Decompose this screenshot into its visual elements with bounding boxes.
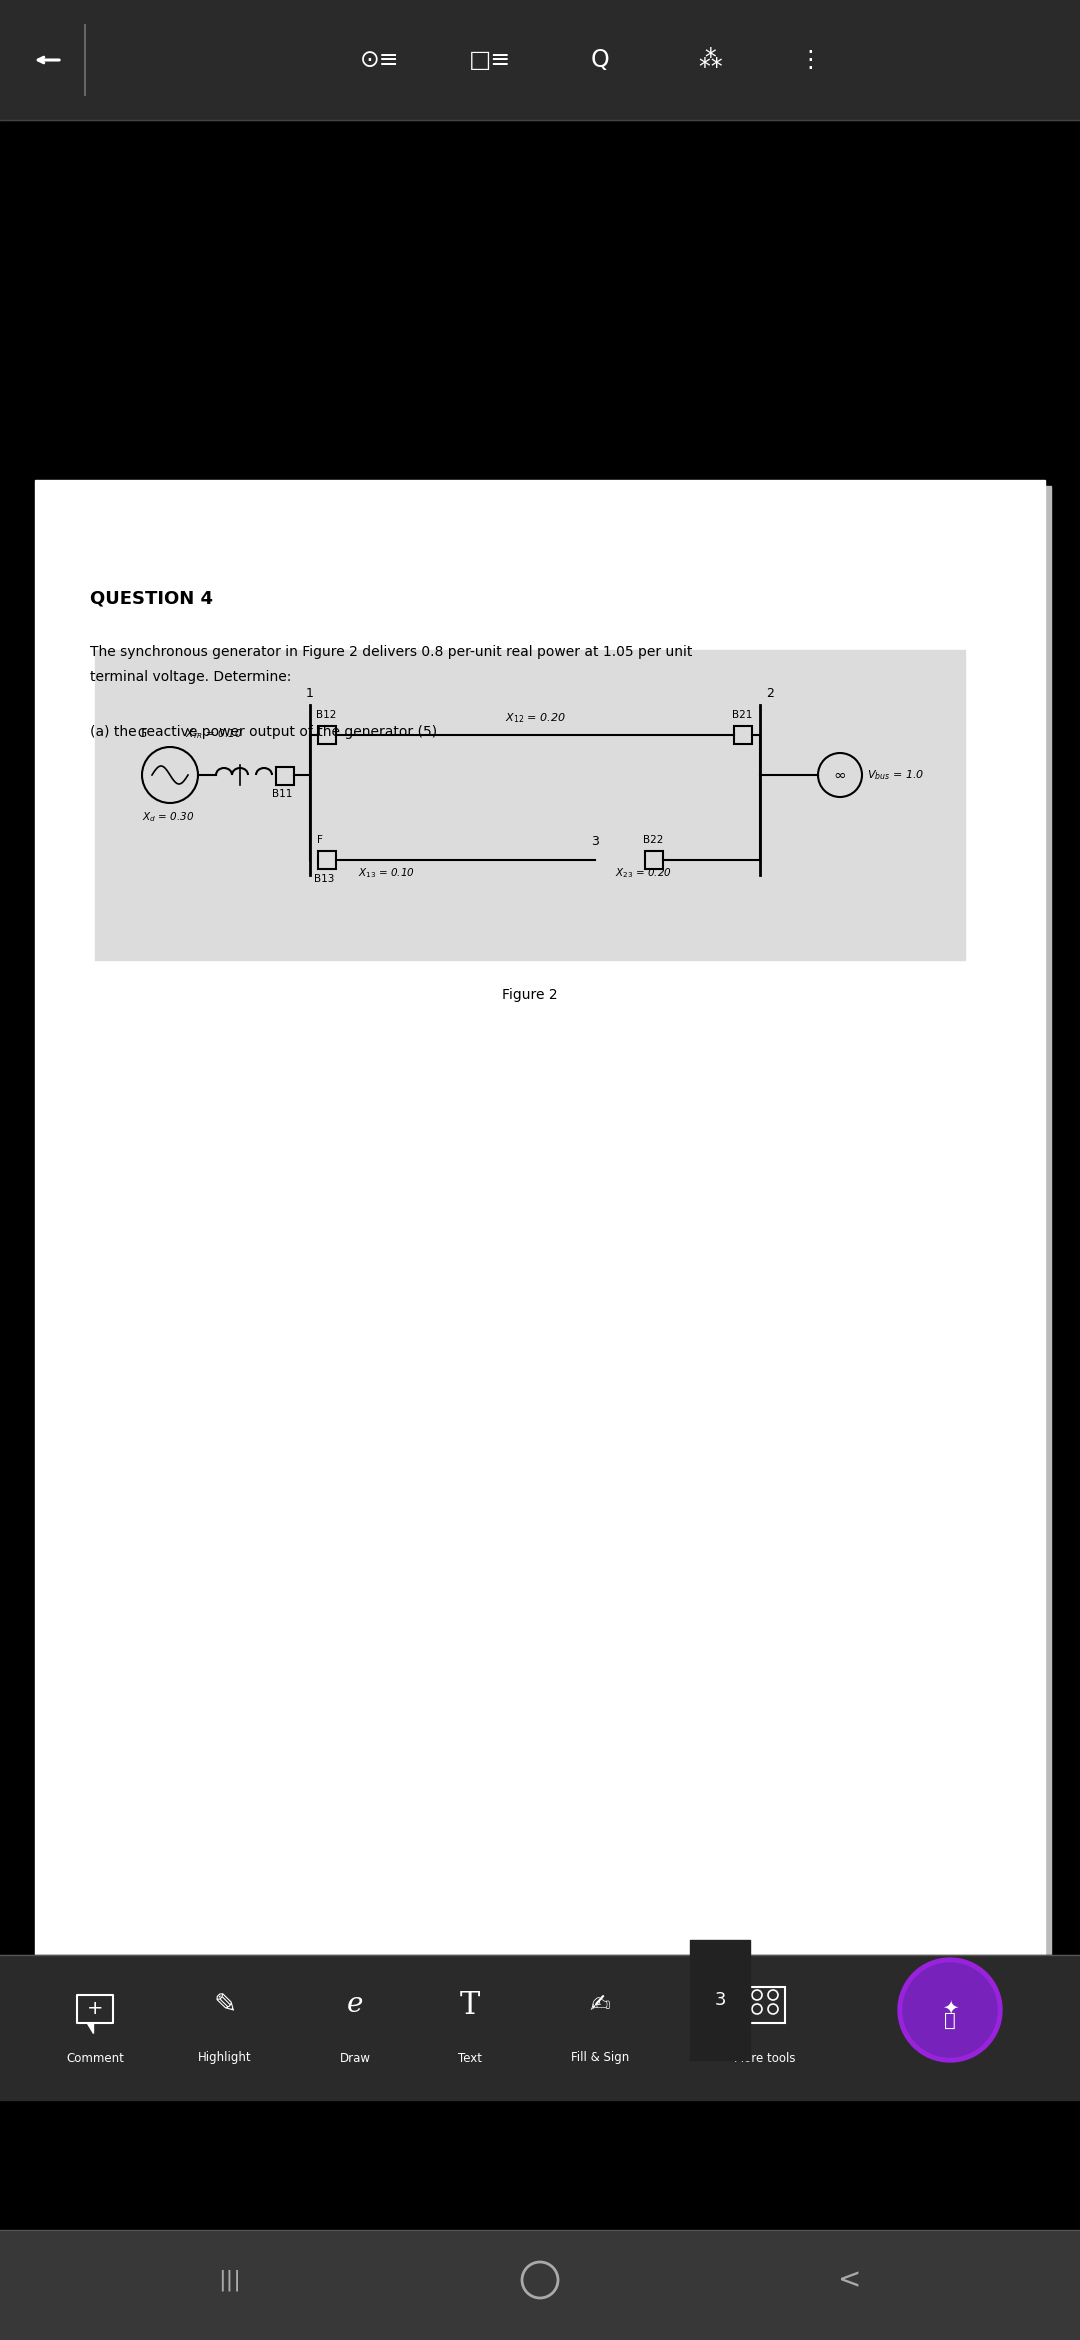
Bar	[734, 725, 752, 744]
Text: 3: 3	[714, 1991, 726, 2010]
Text: More tools: More tools	[734, 2052, 796, 2064]
Text: ⁂: ⁂	[698, 49, 721, 73]
Text: ⋮: ⋮	[798, 49, 822, 73]
Bar	[0, 2230, 1080, 2340]
Bar	[77, 1996, 113, 2024]
Text: G: G	[137, 728, 147, 739]
Bar	[0, 1954, 1080, 2099]
Text: e: e	[347, 1991, 363, 2019]
Bar	[690, 1940, 750, 2059]
Text: T: T	[460, 1989, 481, 2019]
Text: Fill & Sign: Fill & Sign	[571, 2052, 630, 2064]
Text: The synchronous generator in Figure 2 delivers 0.8 per-unit real power at 1.05 p: The synchronous generator in Figure 2 de…	[90, 646, 692, 660]
Text: B12: B12	[316, 709, 336, 721]
Bar	[35, 480, 1045, 1989]
Bar	[0, 0, 1080, 119]
Text: |||: |||	[218, 2270, 242, 2291]
Text: B22: B22	[643, 835, 663, 845]
Text: $V_{bus}$ = 1.0: $V_{bus}$ = 1.0	[867, 768, 924, 782]
Text: QUESTION 4: QUESTION 4	[90, 590, 213, 608]
Text: □≡: □≡	[469, 49, 511, 73]
Polygon shape	[87, 2024, 93, 2033]
Text: $X_{13}$ = 0.10: $X_{13}$ = 0.10	[357, 866, 415, 880]
Text: B21: B21	[732, 709, 753, 721]
Text: ✦: ✦	[942, 1998, 958, 2017]
Text: Text: Text	[458, 2052, 482, 2064]
Text: Draw: Draw	[339, 2052, 370, 2064]
Bar	[276, 768, 294, 784]
Text: F: F	[318, 835, 323, 845]
Text: 2: 2	[766, 688, 774, 700]
Bar	[645, 852, 663, 868]
Text: $X_{23}$ = 0.20: $X_{23}$ = 0.20	[615, 866, 672, 880]
Text: Q: Q	[591, 49, 609, 73]
Text: B11: B11	[272, 789, 293, 798]
Bar	[318, 852, 336, 868]
Bar	[95, 651, 966, 959]
Text: (a) the reactive power output of the generator (5): (a) the reactive power output of the gen…	[90, 725, 437, 739]
Bar	[318, 725, 336, 744]
Text: Comment: Comment	[66, 2052, 124, 2064]
Text: Figure 2: Figure 2	[502, 987, 557, 1002]
Text: +: +	[86, 1998, 104, 2019]
Text: $X_{TR}$ = 0.10: $X_{TR}$ = 0.10	[185, 728, 242, 742]
Text: ✎: ✎	[214, 1991, 237, 2019]
Circle shape	[903, 1963, 997, 2057]
Bar	[745, 1987, 785, 2024]
Text: ∞: ∞	[834, 768, 847, 782]
Circle shape	[897, 1959, 1002, 2062]
Text: <: <	[838, 2265, 862, 2293]
Text: ⊙≡: ⊙≡	[361, 49, 400, 73]
Bar	[0, 119, 1080, 480]
Text: Highlight: Highlight	[199, 2052, 252, 2064]
Text: ✍: ✍	[590, 1994, 610, 2017]
Text: 1: 1	[306, 688, 314, 700]
Text: B13: B13	[314, 875, 335, 885]
Text: 3: 3	[591, 835, 599, 847]
Text: $X_d$ = 0.30: $X_d$ = 0.30	[141, 810, 194, 824]
Text: 💬: 💬	[944, 2010, 956, 2029]
Text: $X_{12}$ = 0.20: $X_{12}$ = 0.20	[504, 711, 565, 725]
Text: terminal voltage. Determine:: terminal voltage. Determine:	[90, 669, 292, 683]
Bar	[41, 487, 1051, 1996]
